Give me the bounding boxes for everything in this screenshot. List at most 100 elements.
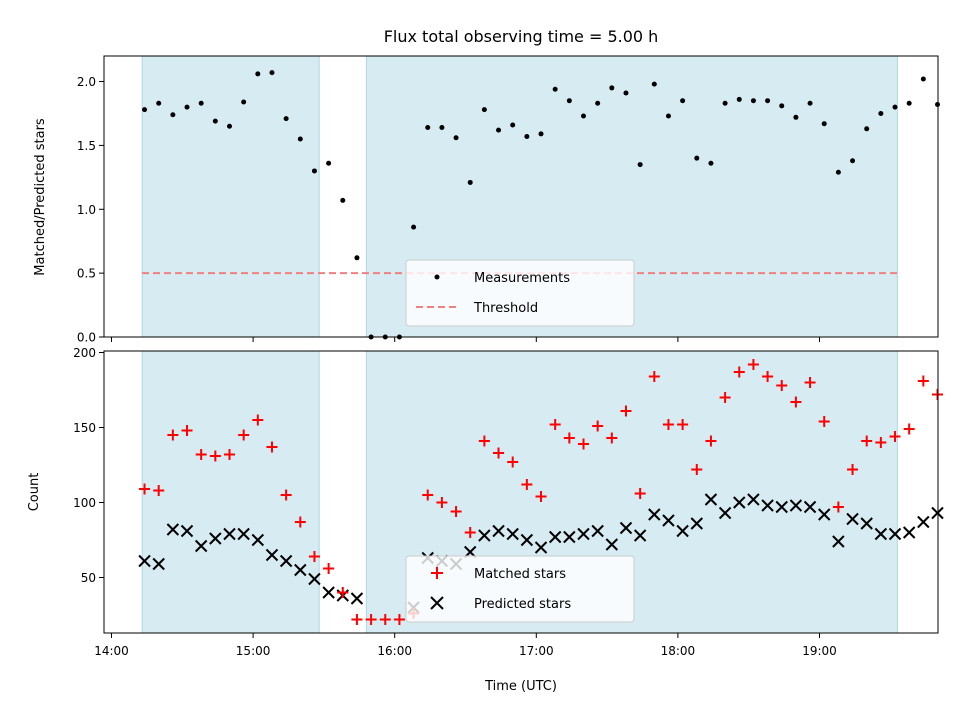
legend-measurements-marker: [434, 274, 440, 280]
predicted-stars-point: [676, 524, 689, 538]
bottom-x-ticks: 14:00 15:00 16:00 17:00 18:00 19:00: [94, 633, 837, 658]
predicted-stars-point: [747, 493, 760, 506]
matched-stars-point: [620, 405, 632, 417]
predicted-stars-point: [874, 527, 888, 541]
predicted-stars-point: [733, 496, 746, 509]
matched-stars-point: [733, 366, 745, 378]
predicted-stars-point: [633, 529, 647, 542]
matched-stars-point: [478, 435, 490, 447]
matched-stars-point: [195, 449, 207, 460]
shaded-interval-1: [141, 55, 320, 338]
top-y-tick-label: 1.0: [77, 203, 96, 217]
predicted-stars-point: [888, 527, 902, 541]
measurement-point: [821, 121, 827, 127]
predicted-stars-point: [350, 592, 364, 605]
matched-stars-point: [832, 501, 844, 513]
matched-stars-point: [252, 414, 264, 426]
measurement-point: [651, 81, 657, 87]
measurement-point: [637, 162, 643, 168]
matched-stars-point: [450, 506, 462, 517]
legend-predicted-label: Predicted stars: [474, 597, 571, 612]
x-tick-label: 19:00: [802, 644, 837, 658]
legend-predicted-marker: [430, 596, 444, 610]
measurement-point: [864, 126, 870, 132]
matched-stars-point: [323, 563, 335, 574]
measurement-point: [510, 122, 516, 128]
measurement-point: [807, 100, 813, 106]
measurement-point: [340, 197, 346, 203]
measurement-point: [227, 123, 232, 129]
matched-stars-point: [691, 464, 703, 475]
predicted-stars-point: [563, 530, 576, 544]
matched-stars-point: [861, 435, 873, 447]
measurement-point: [496, 127, 502, 133]
bottom-y-tick-label: 100: [73, 496, 96, 510]
predicted-stars-point: [209, 532, 222, 545]
matched-stars-point: [209, 450, 221, 462]
predicted-stars-point: [648, 508, 661, 521]
matched-stars-point: [875, 437, 887, 448]
measurement-point: [184, 104, 190, 110]
shaded-interval-1: [141, 350, 320, 634]
measurement-point: [142, 107, 148, 113]
x-tick-label: 17:00: [519, 644, 554, 658]
measurement-point: [156, 100, 162, 106]
matched-stars-point: [804, 377, 816, 388]
matched-stars-point: [337, 587, 349, 598]
measurement-point: [481, 107, 487, 113]
measurement-point: [793, 114, 799, 120]
matched-stars-point: [634, 488, 646, 499]
predicted-stars-point: [237, 527, 250, 541]
top-y-tick-label: 1.5: [77, 139, 96, 153]
matched-stars-point: [648, 371, 660, 382]
predicted-stars-point: [138, 554, 151, 568]
measurement-point: [850, 158, 856, 164]
matched-stars-point: [903, 423, 915, 435]
predicted-stars-point: [279, 554, 293, 568]
top-legend: Measurements Threshold: [405, 259, 635, 327]
matched-stars-point: [365, 614, 377, 625]
matched-stars-point: [507, 456, 519, 468]
measurement-point: [694, 155, 700, 161]
measurement-point: [538, 131, 544, 137]
measurement-point: [411, 224, 417, 230]
predicted-stars-point: [775, 500, 788, 514]
predicted-stars-point: [761, 499, 774, 512]
predicted-stars-point: [223, 527, 236, 541]
predicted-stars-point: [534, 541, 548, 554]
bottom-y-tick-label: 150: [73, 421, 96, 435]
top-panel: 0.00.51.01.52.0 Matched/Predicted stars …: [33, 55, 940, 345]
top-x-ticks: [111, 337, 820, 342]
legend-matched-marker: [431, 567, 443, 579]
measurement-point: [665, 113, 671, 119]
matched-stars-point: [139, 483, 151, 495]
predicted-stars-point: [619, 521, 633, 535]
legend-measurements-label: Measurements: [474, 271, 570, 286]
measurement-point: [255, 71, 261, 77]
predicted-stars-point: [902, 526, 916, 539]
legend-matched-label: Matched stars: [474, 567, 566, 582]
predicted-stars-point: [180, 524, 194, 538]
top-measurement-points: [142, 70, 940, 340]
measurement-point: [354, 255, 360, 261]
measurement-point: [680, 98, 686, 104]
measurement-point: [920, 76, 926, 82]
measurement-point: [906, 100, 912, 106]
matched-stars-point: [535, 491, 547, 502]
predicted-stars-point: [308, 572, 321, 586]
measurement-point: [552, 86, 558, 92]
predicted-stars-point: [166, 523, 180, 536]
top-y-tick-label: 2.0: [77, 75, 96, 89]
predicted-stars-point: [506, 527, 519, 541]
top-legend-box: [405, 259, 635, 327]
predicted-stars-point: [591, 524, 604, 538]
x-tick-label: 14:00: [94, 644, 129, 658]
bottom-data-points: [138, 359, 944, 625]
measurement-point: [581, 113, 586, 119]
measurement-point: [283, 116, 289, 122]
predicted-stars-point: [265, 548, 279, 562]
measurement-point: [326, 160, 332, 166]
matched-stars-point: [677, 419, 689, 430]
measurement-point: [708, 160, 714, 166]
matched-stars-point: [705, 435, 717, 447]
